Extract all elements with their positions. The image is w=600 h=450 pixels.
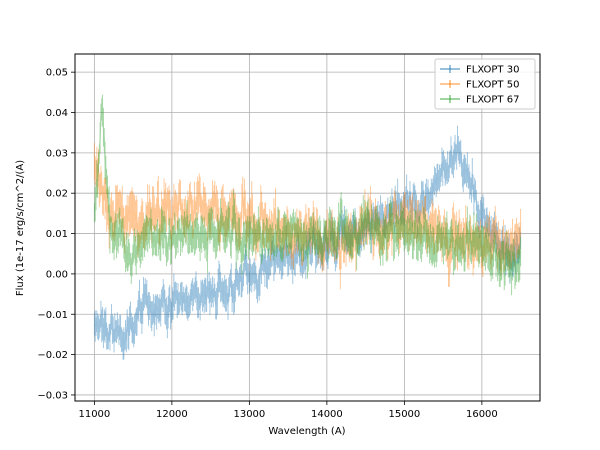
x-tick-label: 11000 [78,409,110,420]
x-tick-label: 14000 [311,409,343,420]
legend-item: FLXOPT 67 [440,95,519,106]
series-layer [93,94,522,360]
series-flxopt-50 [93,143,522,290]
y-tick-label: 0.02 [46,189,68,200]
legend-label: FLXOPT 50 [466,80,519,91]
y-tick-label: −0.02 [37,350,68,361]
y-tick-label: −0.01 [37,310,68,321]
legend: FLXOPT 30 FLXOPT 50 FLXOPT 67 [434,58,536,110]
x-tick-label: 16000 [466,409,498,420]
x-axis-ticks: 11000 12000 13000 14000 15000 16000 [78,401,498,420]
y-axis-label: Flux (1e-17 erg/s/cm^2/(A) [15,160,26,296]
y-axis-ticks: −0.03 −0.02 −0.01 0.00 0.01 0.02 0.03 0.04 0.05 [37,68,75,401]
x-tick-label: 15000 [388,409,420,420]
x-tick-label: 12000 [156,409,188,420]
legend-item: FLXOPT 50 [440,80,519,91]
series-line [93,107,522,280]
y-tick-label: 0.03 [46,148,68,159]
plot-frame [74,53,541,402]
x-axis-label: Wavelength (A) [268,426,345,437]
legend-frame [434,58,536,110]
series-flxopt-30 [93,125,522,360]
y-tick-label: −0.03 [37,390,68,401]
legend-label: FLXOPT 67 [466,95,519,106]
legend-item: FLXOPT 30 [440,65,519,76]
plot-area [75,54,540,401]
y-tick-label: 0.04 [46,108,68,119]
y-tick-label: 0.00 [46,269,68,280]
grid-lines [75,54,540,401]
y-tick-label: 0.01 [46,229,68,240]
series-line [93,161,522,270]
legend-label: FLXOPT 30 [466,65,519,76]
x-tick-label: 13000 [233,409,265,420]
series-flxopt-67 [93,94,522,296]
series-line [93,139,522,346]
y-tick-label: 0.05 [46,68,68,79]
